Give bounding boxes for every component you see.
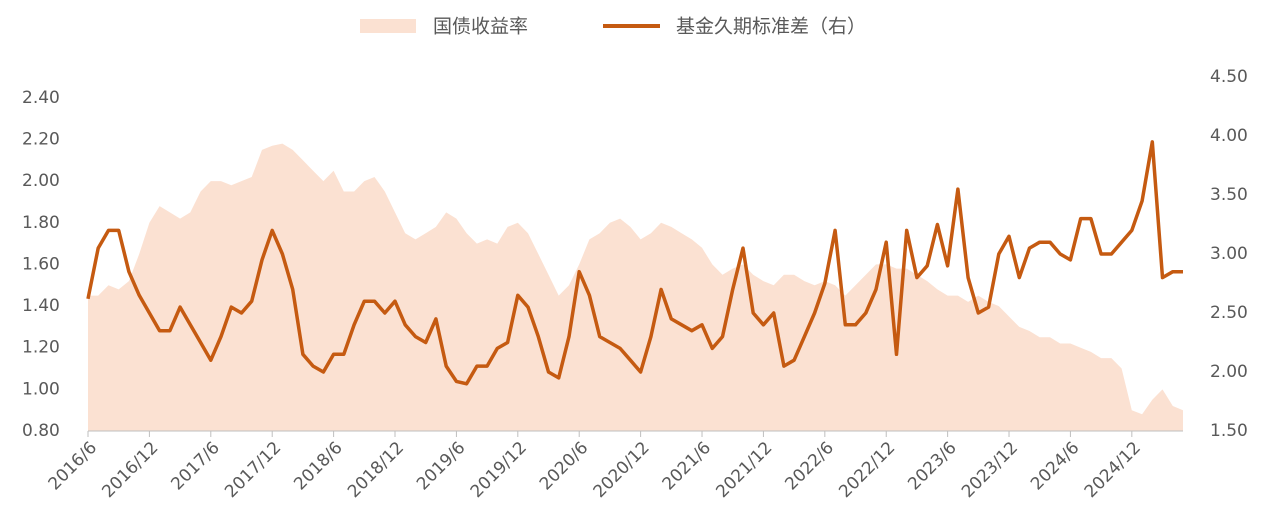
y2-tick-label: 2.00 (1210, 362, 1248, 382)
x-tick-label: 2016/6 (45, 438, 101, 494)
x-tick-label: 2023/6 (904, 438, 960, 494)
x-tick-label: 2016/12 (98, 438, 162, 502)
y2-tick-label: 2.50 (1210, 303, 1248, 323)
legend-label: 基金久期标准差（右） (676, 16, 866, 38)
x-tick-label: 2022/6 (781, 438, 837, 494)
x-tick-label: 2022/12 (835, 438, 899, 502)
y-tick-label: 1.00 (22, 379, 60, 399)
x-tick-label: 2024/12 (1081, 438, 1145, 502)
x-tick-label: 2020/6 (536, 438, 592, 494)
x-tick-label: 2017/6 (167, 438, 223, 494)
y2-tick-label: 1.50 (1210, 421, 1248, 441)
legend-label: 国债收益率 (433, 16, 528, 38)
x-tick-label: 2018/6 (290, 438, 346, 494)
y-tick-label: 2.40 (22, 88, 60, 108)
x-tick-label: 2019/12 (467, 438, 531, 502)
x-tick-label: 2018/12 (344, 438, 408, 502)
x-tick-label: 2024/6 (1027, 438, 1083, 494)
y-tick-label: 2.00 (22, 171, 60, 191)
x-tick-label: 2017/12 (221, 438, 285, 502)
y-tick-label: 1.60 (22, 254, 60, 274)
x-tick-label: 2021/6 (659, 438, 715, 494)
x-tick-label: 2021/12 (712, 438, 776, 502)
y2-tick-label: 3.50 (1210, 185, 1248, 205)
line (86, 140, 1183, 386)
y-tick-label: 1.20 (22, 338, 60, 358)
y-tick-label: 1.40 (22, 296, 60, 316)
x-tick-label: 2023/12 (958, 438, 1022, 502)
y2-tick-label: 4.00 (1210, 126, 1248, 146)
legend-swatch (360, 19, 416, 33)
y2-tick-label: 4.50 (1210, 67, 1248, 87)
area (88, 143, 1183, 431)
y-tick-label: 2.20 (22, 129, 60, 149)
y-tick-label: 1.80 (22, 213, 60, 233)
y-tick-label: 0.80 (22, 421, 60, 441)
x-tick-label: 2019/6 (413, 438, 469, 494)
x-tick-label: 2020/12 (590, 438, 654, 502)
y2-tick-label: 3.00 (1210, 244, 1248, 264)
